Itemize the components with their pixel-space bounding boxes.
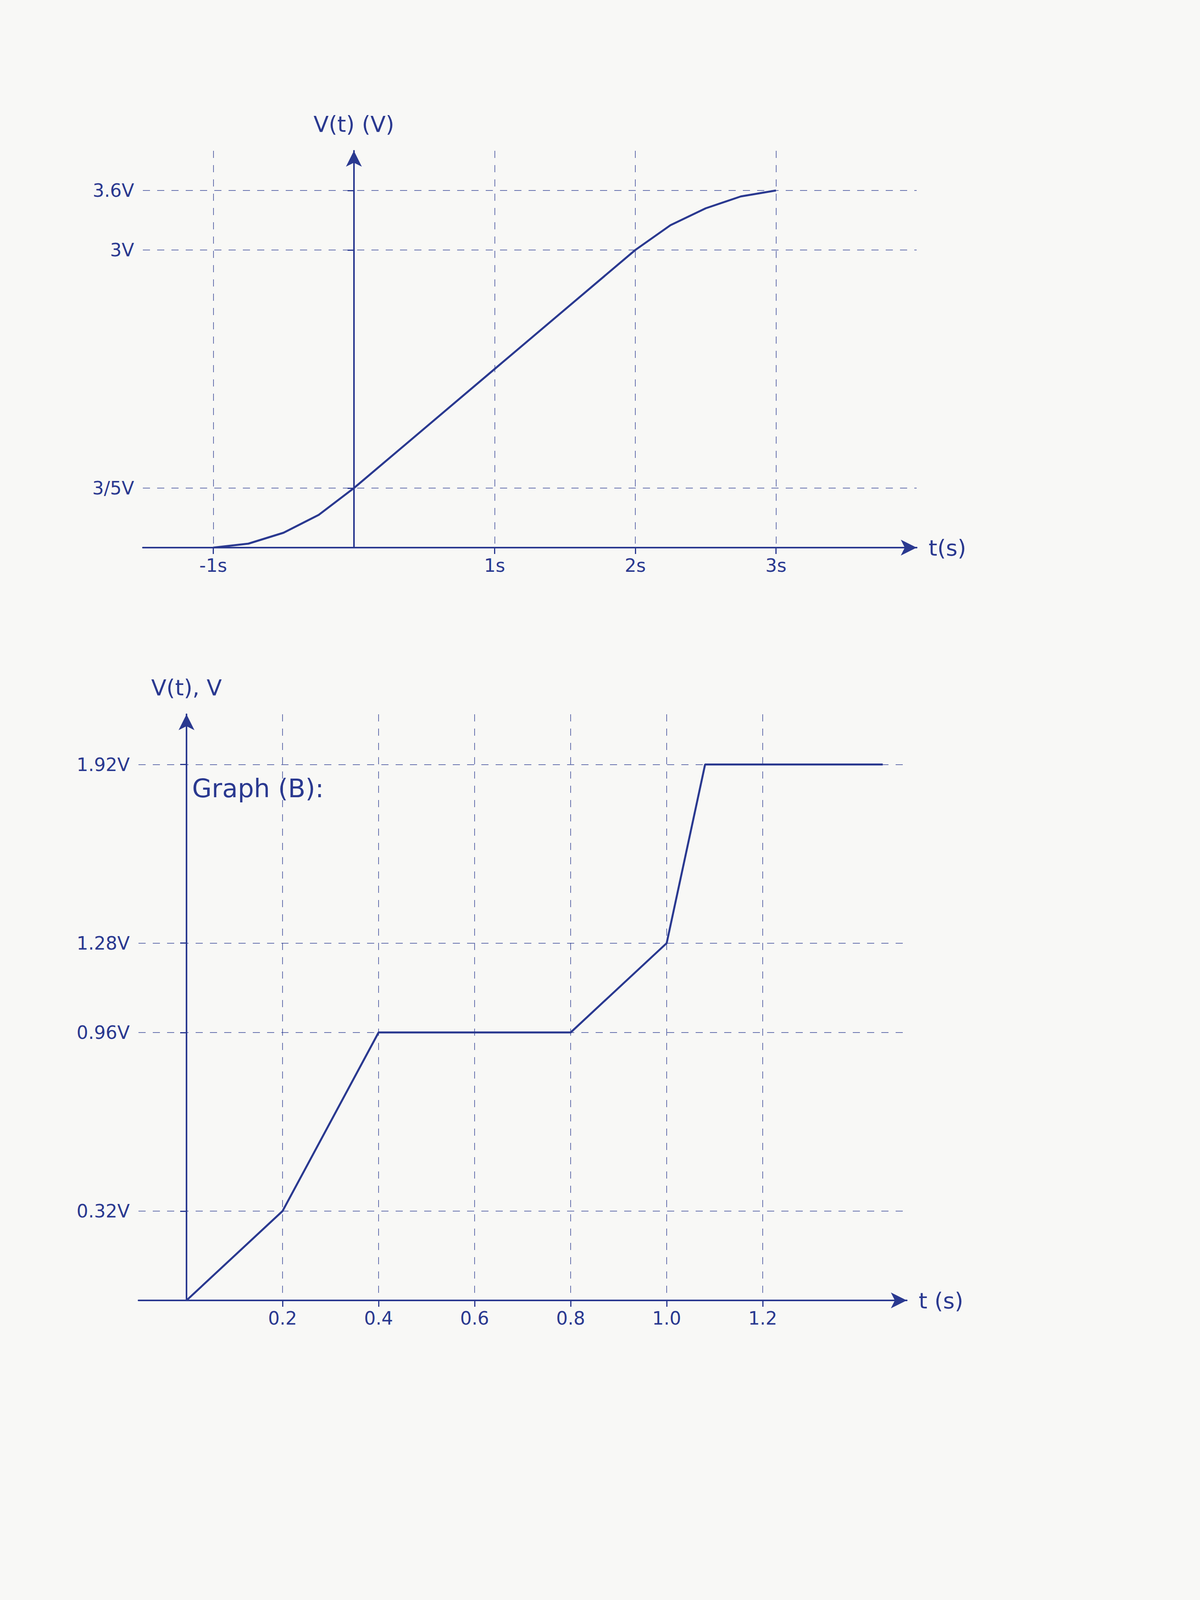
svg-text:-1s: -1s bbox=[199, 554, 227, 577]
svg-text:3.6V: 3.6V bbox=[92, 179, 135, 202]
svg-text:0.4: 0.4 bbox=[363, 1307, 393, 1329]
svg-text:t(s): t(s) bbox=[928, 534, 967, 561]
svg-text:0.96V: 0.96V bbox=[76, 1021, 130, 1044]
svg-text:V(t) (V): V(t) (V) bbox=[313, 111, 395, 137]
svg-text:1.0: 1.0 bbox=[651, 1307, 681, 1329]
svg-text:t (s): t (s) bbox=[918, 1287, 964, 1314]
svg-text:0.32V: 0.32V bbox=[76, 1200, 130, 1222]
svg-text:Graph (B):: Graph (B): bbox=[192, 773, 324, 804]
svg-text:0.2: 0.2 bbox=[267, 1307, 297, 1329]
svg-text:0.8: 0.8 bbox=[555, 1307, 585, 1329]
svg-text:1.2: 1.2 bbox=[748, 1307, 777, 1329]
svg-text:1.92V: 1.92V bbox=[76, 753, 130, 776]
svg-text:2s: 2s bbox=[624, 554, 646, 577]
svg-text:3V: 3V bbox=[109, 239, 135, 261]
svg-text:1.28V: 1.28V bbox=[76, 932, 130, 954]
svg-text:3s: 3s bbox=[765, 554, 787, 577]
svg-text:3/5V: 3/5V bbox=[92, 477, 135, 499]
svg-text:0.6: 0.6 bbox=[459, 1307, 489, 1329]
svg-text:V(t), V: V(t), V bbox=[151, 674, 222, 701]
svg-text:1s: 1s bbox=[484, 554, 506, 577]
